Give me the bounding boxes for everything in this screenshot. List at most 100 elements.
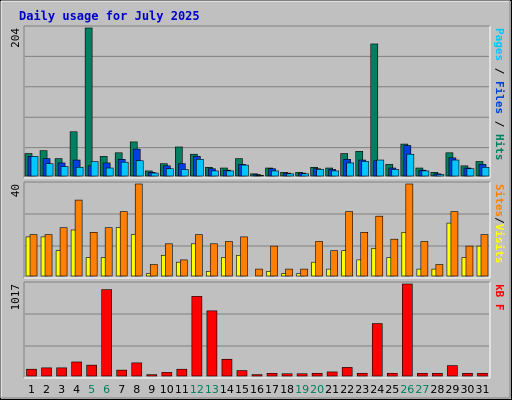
bar-pages (271, 170, 279, 177)
bar-kb-f (236, 370, 248, 377)
x-tick-label: 15 (235, 383, 249, 396)
bar-sites (240, 236, 248, 277)
chart-title: Daily usage for July 2025 (19, 9, 200, 23)
bar-kb-f (56, 367, 67, 377)
legend-entry: / (493, 217, 506, 224)
x-tick-label: 6 (103, 383, 110, 396)
bar-pages (211, 170, 219, 177)
bar-kb-f (462, 372, 473, 377)
bar-kb-f (341, 367, 353, 377)
bar-pages (421, 170, 430, 177)
x-tick-label: 16 (250, 383, 264, 396)
bar-pages (436, 174, 445, 177)
bar-kb-f (221, 358, 233, 377)
legend-separator: / (493, 114, 506, 134)
bar-pages (135, 160, 144, 177)
y-scale-label: 204 (9, 28, 22, 48)
bar-sites (300, 268, 308, 277)
bar-kb-f (191, 296, 203, 377)
bar-pages (376, 159, 385, 177)
bar-kb-f (116, 369, 128, 377)
bar-pages (466, 168, 475, 177)
bar-pages (406, 153, 415, 177)
bar-sites (465, 245, 474, 277)
bar-kb-f (477, 372, 488, 377)
x-tick-label: 27 (415, 383, 429, 396)
bar-sites (210, 243, 218, 277)
bar-pages (286, 173, 294, 177)
bar-sites (74, 199, 83, 277)
x-tick-label: 4 (73, 383, 80, 396)
x-tick-label: 2 (43, 383, 50, 396)
bar-kb-f (371, 323, 383, 377)
bar-pages (391, 169, 400, 177)
bar-kb-f (41, 367, 52, 377)
bar-pages (346, 162, 354, 177)
bar-kb-f (281, 373, 293, 377)
bar-pages (75, 166, 84, 177)
y-scale-label: 1017 (9, 284, 22, 311)
x-tick-label: 31 (475, 383, 489, 396)
bar-kb-f (432, 372, 443, 377)
bar-sites (375, 215, 384, 277)
bar-sites (330, 250, 338, 277)
bar-kb-f (386, 372, 398, 377)
panel-hits-files-pages: 204 Pages / Files / Hits (9, 25, 506, 179)
x-tick-label: 8 (133, 383, 140, 396)
bar-pages (30, 156, 39, 177)
x-tick-label: 22 (340, 383, 354, 396)
bar-sites (480, 234, 489, 277)
bar-pages (226, 170, 234, 177)
panel-background (24, 282, 490, 378)
bar-sites (285, 268, 293, 277)
x-tick-label: 29 (445, 383, 459, 396)
bar-pages (331, 170, 339, 177)
x-tick-label: 24 (370, 383, 384, 396)
bar-pages (60, 166, 69, 177)
x-tick-label: 13 (205, 383, 219, 396)
legend-entry: Files (493, 81, 506, 114)
legend-entry: Pages (493, 28, 506, 61)
bar-kb-f (447, 365, 458, 377)
panel-visits-sites: 40 Sites/Visits (9, 181, 506, 279)
bar-kb-f (251, 374, 263, 377)
bar-kb-f (86, 364, 97, 377)
x-tick-label: 9 (148, 383, 155, 396)
bar-sites (225, 241, 233, 277)
bar-sites (360, 232, 369, 277)
x-tick-label: 1 (28, 383, 35, 396)
x-tick-label: 21 (325, 383, 339, 396)
bar-sites (195, 234, 203, 277)
bar-sites (450, 211, 459, 277)
bar-kb-f (417, 372, 428, 377)
bar-pages (256, 174, 264, 177)
y-scale-label: 40 (9, 184, 22, 197)
bar-pages (105, 167, 114, 177)
x-tick-label: 17 (265, 383, 279, 396)
bar-sites (59, 227, 68, 277)
bar-kb-f (176, 368, 188, 377)
x-tick-label: 3 (58, 383, 65, 396)
x-tick-label: 12 (190, 383, 204, 396)
bar-kb-f (26, 368, 37, 377)
legend-entry: Hits (493, 134, 506, 161)
bar-sites (270, 245, 278, 277)
panel-background (24, 26, 490, 178)
bar-pages (301, 173, 309, 177)
bar-sites (165, 243, 173, 277)
bar-hits (84, 27, 93, 177)
bar-kb-f (311, 372, 323, 377)
bar-pages (120, 161, 129, 177)
bar-sites (180, 259, 188, 277)
legend-entry: Sites (493, 184, 506, 217)
x-tick-label: 23 (355, 383, 369, 396)
bar-sites (44, 234, 53, 277)
bar-sites (134, 183, 143, 277)
bar-sites (435, 264, 444, 277)
bar-kb-f (266, 372, 278, 377)
bar-pages (241, 164, 249, 177)
panel-kbytes: 1017 kB F (9, 281, 506, 379)
x-tick-label: 11 (175, 383, 189, 396)
